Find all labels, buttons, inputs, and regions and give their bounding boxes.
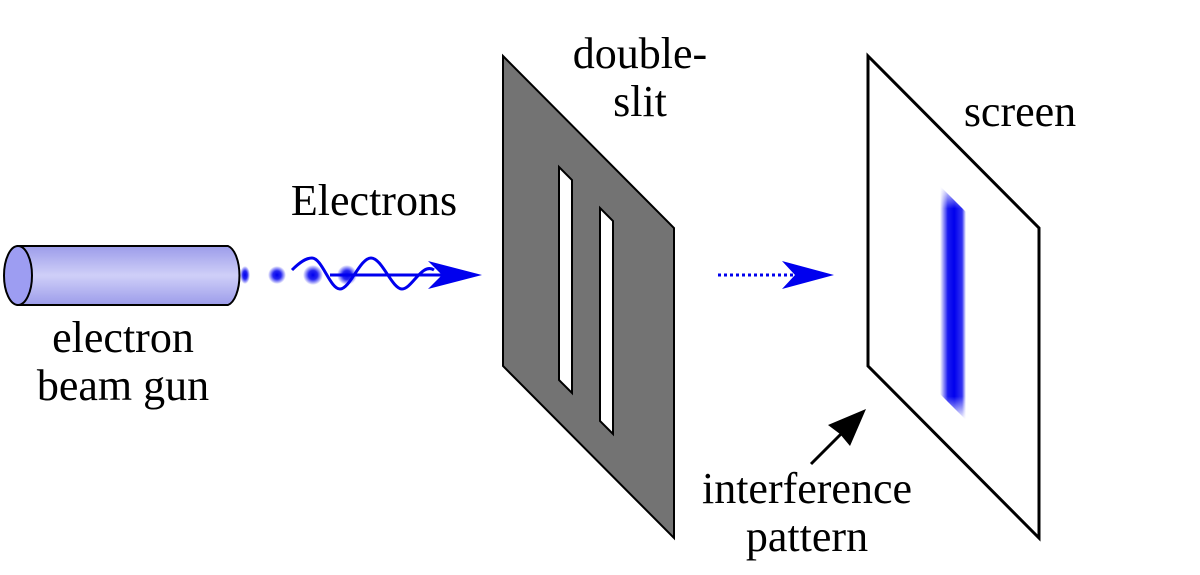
electron-dot bbox=[268, 266, 286, 284]
electron-dot bbox=[303, 265, 323, 285]
gun-label-line2: beam gun bbox=[37, 361, 209, 410]
interference-band bbox=[940, 186, 966, 420]
gun-label-line1: electron bbox=[52, 313, 194, 362]
screen-panel bbox=[866, 52, 1041, 542]
slit-opening-1 bbox=[558, 164, 573, 396]
electrons-label: Electrons bbox=[291, 176, 457, 225]
pattern-label-line1: interference bbox=[702, 464, 912, 513]
electron-beam-gun bbox=[3, 245, 241, 306]
slit-label-line2: slit bbox=[613, 77, 667, 126]
slit-plate bbox=[502, 53, 675, 541]
screen-label: screen bbox=[964, 87, 1076, 136]
dotted-arrow bbox=[718, 261, 834, 289]
slit-opening-2 bbox=[599, 205, 614, 437]
pattern-pointer-arrow bbox=[809, 409, 866, 466]
dotted-arrow-head bbox=[782, 261, 834, 289]
gun-face bbox=[3, 245, 33, 306]
pattern-label-line2: pattern bbox=[746, 512, 868, 561]
arrow-head bbox=[428, 261, 482, 289]
pointer-head bbox=[828, 409, 866, 446]
slit-label-line1: double- bbox=[573, 29, 707, 78]
gun-body bbox=[17, 245, 241, 306]
electron-wave-arrow bbox=[290, 256, 482, 291]
electron-dot bbox=[240, 266, 250, 284]
pointer-shaft bbox=[809, 428, 847, 466]
double-slit-plate bbox=[502, 53, 675, 541]
